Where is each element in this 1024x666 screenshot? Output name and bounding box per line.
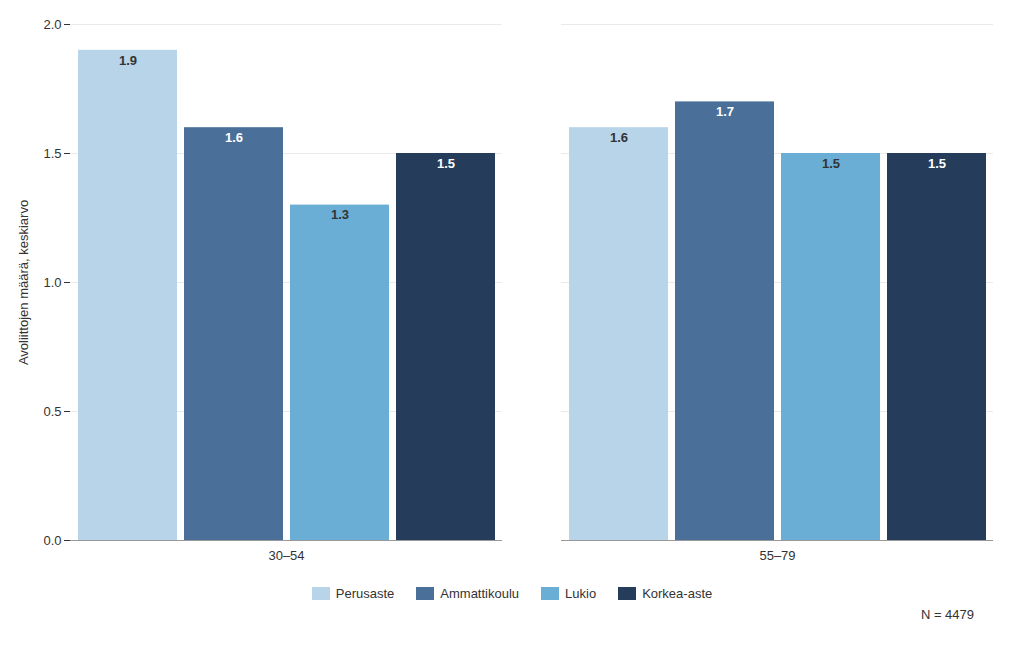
svg-text:30–54: 30–54	[268, 548, 304, 563]
html-text:N = 4479: N = 4479	[920, 607, 974, 622]
html-text:Ammattikoulu: Ammattikoulu	[440, 586, 520, 601]
svg-text:1.6: 1.6	[610, 130, 628, 145]
svg-text:1.7: 1.7	[716, 104, 734, 119]
html-text:Perusaste: Perusaste	[335, 586, 395, 601]
svg-text:Avoliittojen määrä, keskiarvo: Avoliittojen määrä, keskiarvo	[16, 200, 31, 365]
svg-text:1.5: 1.5	[43, 146, 61, 161]
svg-text:0.0: 0.0	[43, 533, 61, 548]
svg-text:55–79: 55–79	[759, 548, 795, 563]
svg-text:1.3: 1.3	[331, 207, 349, 222]
html-text:Korkea-aste: Korkea-aste	[642, 586, 713, 601]
svg-text:1.6: 1.6	[225, 130, 243, 145]
svg-text:1.0: 1.0	[43, 275, 61, 290]
html-text:Lukio: Lukio	[565, 586, 597, 601]
svg-text:1.9: 1.9	[119, 53, 137, 68]
svg-text:2.0: 2.0	[43, 17, 61, 32]
svg-text:1.5: 1.5	[928, 156, 946, 171]
svg-text:1.5: 1.5	[437, 156, 455, 171]
svg-text:1.5: 1.5	[822, 156, 840, 171]
svg-text:0.5: 0.5	[43, 404, 61, 419]
